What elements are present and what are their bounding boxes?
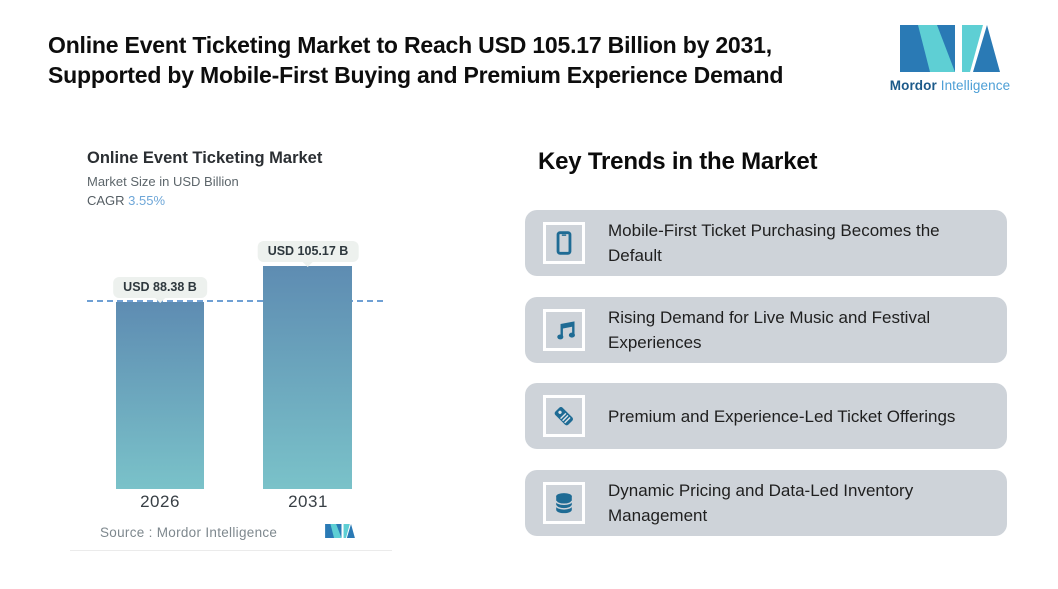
bar-2026 xyxy=(116,302,204,489)
brand-name: Mordor Intelligence xyxy=(878,78,1022,93)
trend-card-mobile-first: Mobile-First Ticket Purchasing Becomes t… xyxy=(525,210,1007,276)
page-title-line2: Supported by Mobile-First Buying and Pre… xyxy=(48,62,784,88)
trend-card-live-music: Rising Demand for Live Music and Festiva… xyxy=(525,297,1007,363)
cagr-label: CAGR xyxy=(87,193,129,208)
trend-text: Premium and Experience-Led Ticket Offeri… xyxy=(608,406,956,426)
chart-title: Online Event Ticketing Market xyxy=(87,149,323,167)
brand-logo: Mordor Intelligence xyxy=(878,25,1022,93)
trend-text: Mobile-First Ticket Purchasing Becomes t… xyxy=(608,221,940,265)
page-title: Online Event Ticketing Market to Reach U… xyxy=(48,30,783,90)
page-title-line1: Online Event Ticketing Market to Reach U… xyxy=(48,32,772,58)
smartphone-icon xyxy=(556,231,572,255)
trends-heading: Key Trends in the Market xyxy=(538,148,818,175)
bar-value-label-2031: USD 105.17 B xyxy=(257,241,359,267)
icon-tile xyxy=(543,395,585,437)
reference-dashed-line xyxy=(87,300,383,302)
chart-cagr: CAGR 3.55% xyxy=(87,193,165,208)
chart-subtitle: Market Size in USD Billion xyxy=(87,174,239,189)
trend-text: Dynamic Pricing and Data-Led Inventory M… xyxy=(608,481,914,525)
bar-value-label-2026: USD 88.38 B xyxy=(113,277,207,303)
chart-footer-logo-icon xyxy=(325,524,355,543)
chart-bottom-divider xyxy=(70,550,392,551)
mordor-intelligence-logo-icon xyxy=(900,25,1000,72)
chart-source: Source : Mordor Intelligence xyxy=(100,525,278,540)
trend-card-dynamic-pricing: Dynamic Pricing and Data-Led Inventory M… xyxy=(525,470,1007,536)
trend-card-premium-offerings: Premium and Experience-Led Ticket Offeri… xyxy=(525,383,1007,449)
price-tag-icon xyxy=(554,407,573,426)
cagr-value: 3.55% xyxy=(128,193,166,208)
brand-name-bold: Mordor xyxy=(889,78,937,93)
trend-text: Rising Demand for Live Music and Festiva… xyxy=(608,308,931,352)
icon-tile xyxy=(543,222,585,264)
brand-name-regular: Intelligence xyxy=(940,78,1011,93)
x-axis-label-2026: 2026 xyxy=(140,492,180,511)
bar-2031 xyxy=(263,266,352,489)
database-icon xyxy=(555,493,573,514)
music-notes-icon xyxy=(557,321,575,340)
x-axis-label-2031: 2031 xyxy=(288,492,328,511)
icon-tile xyxy=(543,309,585,351)
icon-tile xyxy=(543,482,585,524)
